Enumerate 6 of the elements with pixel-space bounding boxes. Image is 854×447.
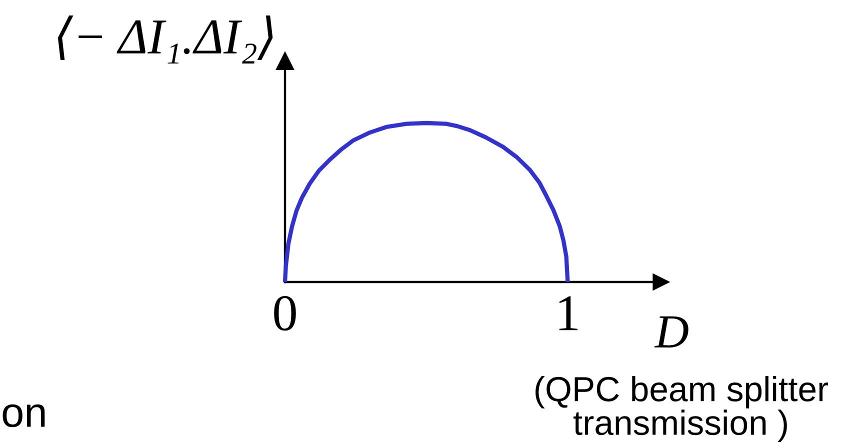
y-axis-title: ⟨− ΔI₁.ΔI₂⟩ (58, 15, 273, 64)
text: (QPC beam splitter transmission ) (536, 376, 828, 442)
x-tick-label: 0 (274, 296, 296, 331)
text: on (2, 404, 45, 428)
x-tick-label: 1 (559, 296, 578, 330)
x-axis-title: D (654, 316, 688, 348)
